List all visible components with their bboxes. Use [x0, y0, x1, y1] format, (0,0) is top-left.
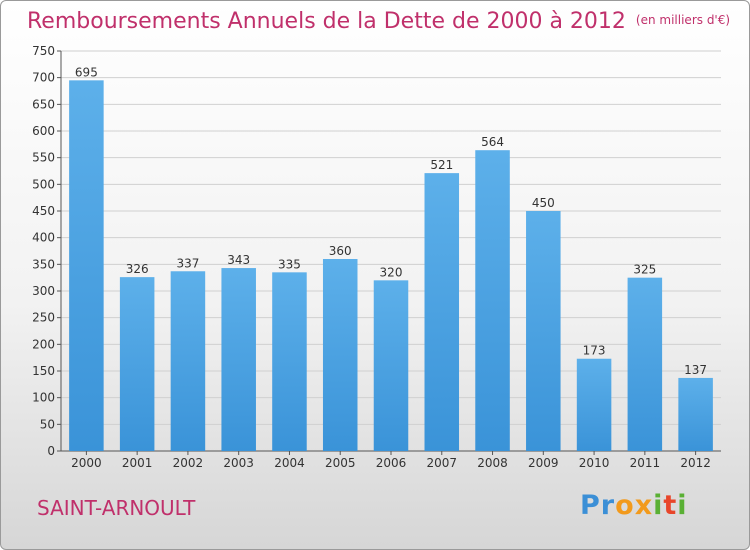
x-tick-label: 2008 — [477, 456, 508, 470]
y-tick-label: 100 — [32, 391, 55, 405]
y-tick-label: 250 — [32, 311, 55, 325]
units-label: (en milliers d'€) — [635, 13, 731, 27]
bar-value-label: 564 — [481, 135, 504, 149]
x-tick-label: 2003 — [223, 456, 254, 470]
x-tick-label: 2006 — [376, 456, 407, 470]
title-text: Remboursements Annuels de la Dette de 20… — [27, 9, 626, 34]
bar — [69, 80, 104, 451]
x-tick-label: 2005 — [325, 456, 356, 470]
y-tick-label: 0 — [47, 444, 55, 458]
logo-letter: P — [580, 490, 601, 521]
y-tick-label: 450 — [32, 204, 55, 218]
logo-letter: r — [600, 490, 616, 521]
bar-value-label: 326 — [126, 262, 149, 276]
y-tick-label: 500 — [32, 177, 55, 191]
bar — [678, 377, 713, 451]
logo-letter: x — [634, 490, 654, 521]
y-tick-label: 300 — [32, 284, 55, 298]
x-tick-label: 2004 — [274, 456, 305, 470]
x-tick-label: 2012 — [680, 456, 711, 470]
logo-letter: t — [663, 490, 678, 521]
bar-value-label: 335 — [278, 257, 301, 271]
y-tick-label: 400 — [32, 231, 55, 245]
city-name: SAINT-ARNOULT — [37, 496, 196, 520]
bar — [475, 150, 510, 451]
x-tick-label: 2002 — [173, 456, 204, 470]
bar-value-label: 173 — [583, 344, 606, 358]
y-tick-label: 150 — [32, 364, 55, 378]
x-tick-label: 2009 — [528, 456, 559, 470]
y-tick-label: 200 — [32, 337, 55, 351]
y-tick-label: 50 — [40, 417, 55, 431]
bar-value-label: 343 — [227, 253, 250, 267]
bar-value-label: 137 — [684, 363, 707, 377]
y-tick-label: 600 — [32, 124, 55, 138]
bar-value-label: 521 — [430, 158, 453, 172]
proxiti-logo: Proxiti — [580, 490, 688, 521]
bar — [627, 277, 663, 451]
bar-value-label: 325 — [633, 263, 656, 277]
x-tick-label: 2001 — [122, 456, 153, 470]
logo-letter: i — [677, 490, 688, 521]
bar-value-label: 360 — [329, 244, 352, 258]
bar — [576, 358, 612, 451]
x-tick-label: 2010 — [579, 456, 610, 470]
bar-value-label: 695 — [75, 65, 98, 79]
bar — [322, 259, 358, 451]
bar — [373, 280, 409, 451]
bar-value-label: 450 — [532, 196, 555, 210]
x-tick-label: 2000 — [71, 456, 102, 470]
bar — [119, 277, 155, 451]
logo-letter: i — [653, 490, 664, 521]
logo-letter: o — [615, 490, 635, 521]
y-tick-label: 350 — [32, 257, 55, 271]
bar — [272, 272, 307, 451]
y-tick-label: 700 — [32, 71, 55, 85]
bar-value-label: 320 — [380, 265, 403, 279]
y-tick-label: 750 — [32, 44, 55, 58]
chart-title: Remboursements Annuels de la Dette de 20… — [27, 9, 730, 34]
bar — [526, 211, 561, 451]
x-tick-label: 2011 — [630, 456, 661, 470]
bar — [221, 268, 256, 451]
y-tick-label: 650 — [32, 97, 55, 111]
bar — [170, 271, 206, 451]
x-tick-label: 2007 — [426, 456, 457, 470]
bar-value-label: 337 — [176, 256, 199, 270]
bar — [424, 173, 460, 451]
y-tick-label: 550 — [32, 151, 55, 165]
